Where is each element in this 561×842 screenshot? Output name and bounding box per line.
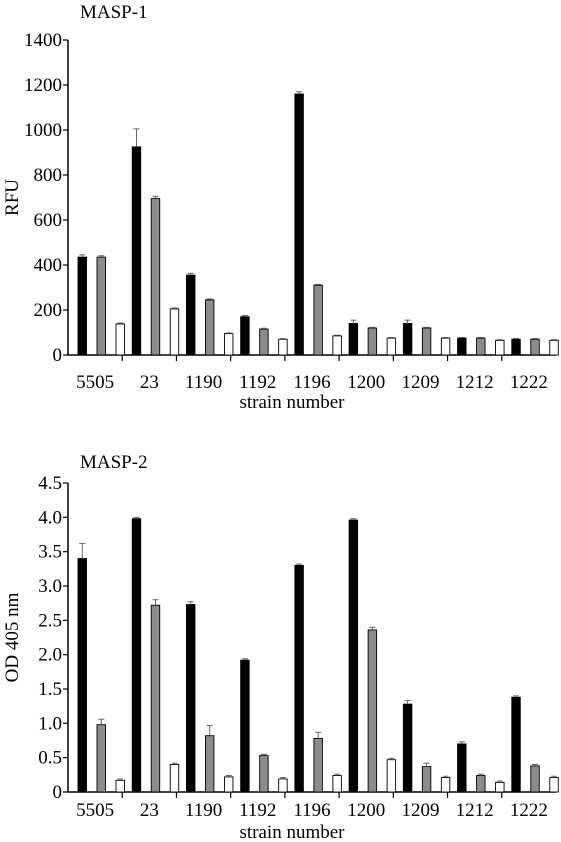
chart2-bar [223,776,234,793]
chart1-x-tick-label: 1222 [510,372,548,393]
chart1-bar [131,146,142,356]
chart1-bar [96,256,106,356]
chart1-bar [549,339,559,356]
chart1-x-tick-label: 5505 [76,372,114,393]
chart2-y-tick-label: 3.5 [38,542,62,563]
chart2-x-tick-label: 1196 [293,800,330,821]
chart1-x-tick-label: 1196 [293,372,330,393]
chart1-bar [77,256,87,356]
chart2-bar [440,777,451,793]
chart1-bar [278,338,288,356]
chart1-y-tick-label: 200 [34,300,63,321]
chart1-x-axis-label: strain number [239,392,345,413]
chart1-bar [386,337,397,356]
chart2-bar [386,759,397,793]
chart1-x-tick-label: 23 [140,372,159,393]
chart1-bar [476,337,486,356]
chart2-y-axis-label: OD 405 nm [2,592,23,682]
chart1-y-tick-label: 600 [34,210,63,231]
chart2-x-tick-label: 1212 [456,800,494,821]
chart1-y-tick-label: 400 [34,255,63,276]
chart2-y-tick-label: 2.0 [38,645,62,666]
chart2-y-tick-label: 1.0 [38,713,62,734]
chart2-y-tick-label: 0 [53,782,63,803]
chart1-bar [169,308,180,356]
chart2-bar [511,696,521,793]
chart2-bar [204,735,215,793]
chart2-y-tick-label: 2.5 [38,610,62,631]
chart2-bar [294,564,304,793]
chart2-x-axis-label: strain number [239,822,345,842]
chart2-y-tick-label: 3.0 [38,576,62,597]
chart2-x-tick-label: 1190 [185,800,222,821]
chart2-x-tick-label: 1200 [347,800,385,821]
chart2-bar [457,743,467,793]
chart2-title: MASP-2 [80,452,148,473]
chart2-bar [332,775,342,793]
chart1-y-tick-label: 1200 [24,75,62,96]
chart2-bar [402,703,413,793]
chart2-bar [185,604,196,793]
chart1-x-tick-label: 1192 [239,372,276,393]
chart2-x-tick-label: 1192 [239,800,276,821]
chart1-y-tick-label: 800 [34,165,63,186]
chart1-bar [313,284,323,356]
chart1-bar [185,274,196,356]
chart2-bar [549,777,559,793]
chart1-bar [204,299,215,356]
chart2-x-tick-label: 1209 [401,800,439,821]
chart1-bar [457,337,467,356]
chart1-bar [402,323,413,356]
chart1-bar [259,328,269,356]
chart1-bar [530,338,540,356]
chart1-x-tick-label: 1212 [456,372,494,393]
chart2-y-tick-label: 1.5 [38,679,62,700]
chart2-bar [348,519,359,793]
chart2-bar [421,766,432,793]
chart2-bar [115,779,125,793]
chart2-x-tick-label: 1222 [510,800,548,821]
chart2-bar [367,629,378,793]
chart1-bar [294,93,304,356]
chart1-y-tick-label: 0 [53,345,63,366]
chart1-bar [495,339,505,356]
chart2-x-tick-label: 5505 [76,800,114,821]
chart2-bar [77,558,87,793]
chart1-bar [150,198,161,356]
chart2-bar [530,765,540,793]
chart2-bar [476,775,486,793]
chart1-bar [367,327,378,356]
chart2-x-tick-label: 23 [140,800,159,821]
chart1-bar [223,333,234,356]
chart1-y-tick-label: 1000 [24,120,62,141]
chart2-bar [96,724,106,793]
chart1-x-tick-label: 1200 [347,372,385,393]
chart2-bar [240,659,250,793]
chart1-x-tick-label: 1190 [185,372,222,393]
chart2-y-tick-label: 4.0 [38,507,62,528]
chart1-bar [240,316,250,356]
chart1-bar [332,335,342,356]
chart2-bar [169,764,180,793]
chart2-bar [313,737,323,793]
chart2-bar [278,778,288,793]
chart2-y-tick-label: 4.5 [38,473,62,494]
chart1-bar [348,323,359,356]
chart2-bar [259,755,269,793]
chart1-bar [440,337,451,356]
chart1-bar [421,327,432,356]
chart1-x-tick-label: 1209 [401,372,439,393]
chart2-y-tick-label: 0.5 [38,748,62,769]
chart1-bar [115,323,125,356]
chart1-bar [511,338,521,356]
chart2-bar [495,781,505,793]
chart2-bar [131,518,142,793]
chart2-bar [150,604,161,793]
chart1-y-tick-label: 1400 [24,30,62,51]
chart1-title: MASP-1 [80,2,148,23]
chart1-y-axis-label: RFU [2,179,23,216]
